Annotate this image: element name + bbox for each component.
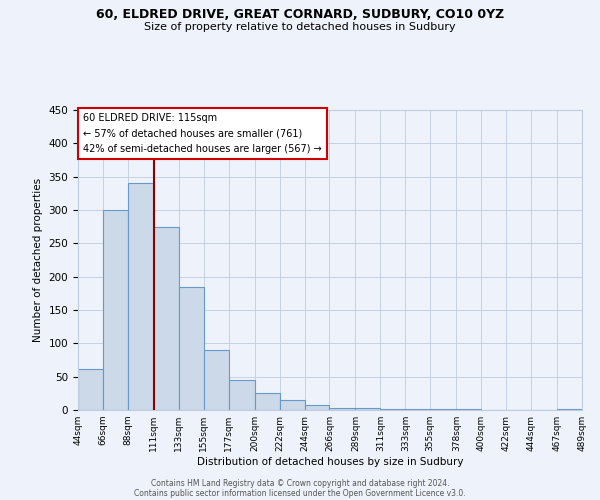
Bar <box>229 380 254 410</box>
Bar <box>179 286 204 410</box>
Bar <box>78 368 103 410</box>
Bar <box>254 394 280 410</box>
Bar <box>380 408 406 410</box>
Text: Contains public sector information licensed under the Open Government Licence v3: Contains public sector information licen… <box>134 488 466 498</box>
Bar <box>557 408 582 410</box>
X-axis label: Distribution of detached houses by size in Sudbury: Distribution of detached houses by size … <box>197 457 463 467</box>
Bar <box>355 408 380 410</box>
Text: 60 ELDRED DRIVE: 115sqm
← 57% of detached houses are smaller (761)
42% of semi-d: 60 ELDRED DRIVE: 115sqm ← 57% of detache… <box>83 113 322 154</box>
Bar <box>204 350 229 410</box>
Bar <box>154 226 179 410</box>
Bar <box>103 210 128 410</box>
Bar <box>305 406 329 410</box>
Text: Contains HM Land Registry data © Crown copyright and database right 2024.: Contains HM Land Registry data © Crown c… <box>151 478 449 488</box>
Bar <box>280 400 305 410</box>
Bar <box>329 408 355 410</box>
Bar <box>128 184 154 410</box>
Text: 60, ELDRED DRIVE, GREAT CORNARD, SUDBURY, CO10 0YZ: 60, ELDRED DRIVE, GREAT CORNARD, SUDBURY… <box>96 8 504 20</box>
Y-axis label: Number of detached properties: Number of detached properties <box>33 178 43 342</box>
Text: Size of property relative to detached houses in Sudbury: Size of property relative to detached ho… <box>144 22 456 32</box>
